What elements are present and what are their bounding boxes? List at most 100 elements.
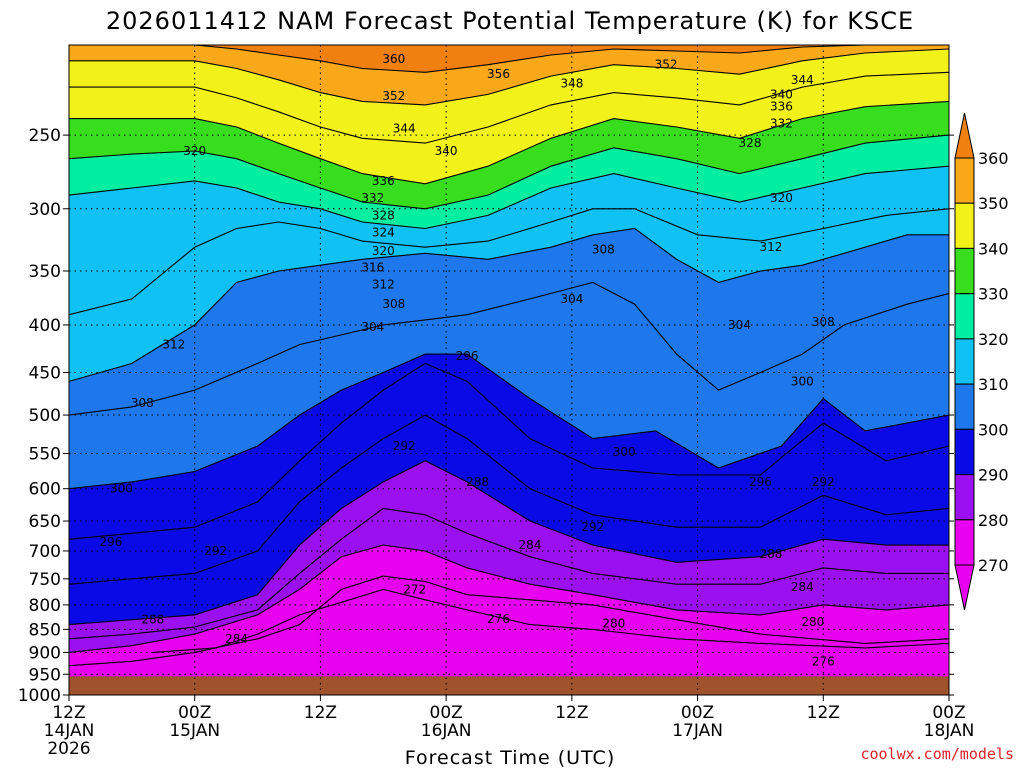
y-tick-label: 800	[29, 596, 61, 616]
y-tick-label: 700	[29, 542, 61, 562]
contour-label: 280	[602, 617, 625, 631]
colorbar: 270 280 290 300 310 320 330 340 350 360	[954, 112, 1009, 611]
x-tick-label: 18JAN	[924, 721, 975, 741]
y-tick-label: 400	[29, 316, 61, 336]
colorbar-segment	[954, 293, 975, 340]
x-tick-label: 00Z	[430, 703, 463, 723]
x-tick-label: 2026	[47, 739, 90, 759]
colorbar-tick-label: 350	[978, 194, 1009, 213]
colorbar-segment	[954, 338, 975, 385]
y-tick-label: 450	[29, 364, 61, 384]
contour-label: 312	[162, 338, 185, 352]
x-tick-label: 15JAN	[169, 721, 220, 741]
y-tick-label: 750	[29, 570, 61, 590]
colorbar-arrow-bottom	[954, 564, 975, 611]
isentrope-lines	[69, 45, 949, 667]
colorbar-segment	[954, 157, 975, 204]
y-tick-label: 900	[29, 643, 61, 663]
contour-label: 328	[372, 208, 395, 222]
ground-fill	[69, 676, 949, 695]
contour-label: 312	[372, 278, 395, 292]
y-tick-label: 500	[29, 406, 61, 426]
isentrope-276	[69, 575, 949, 667]
colorbar-segment	[954, 383, 975, 430]
colorbar-tick-label: 330	[978, 285, 1009, 304]
contour-label: 320	[372, 244, 395, 258]
contour-label: 284	[519, 538, 542, 552]
contour-label: 292	[393, 439, 416, 453]
temperature-bands	[69, 45, 949, 695]
contour-label: 284	[791, 580, 814, 594]
isentrope-304	[69, 281, 949, 416]
contour-label: 300	[613, 445, 636, 459]
contour-label: 312	[759, 240, 782, 254]
isentrope-288	[69, 460, 949, 626]
y-tick-label: 850	[29, 620, 61, 640]
contour-label: 340	[770, 87, 793, 101]
y-tick-label: 250	[29, 126, 61, 146]
contour-label: 336	[372, 174, 395, 188]
contour-label: 360	[382, 52, 405, 66]
colorbar-tick-label: 280	[978, 511, 1009, 530]
x-tick-label: 00Z	[178, 703, 211, 723]
contour-label: 296	[456, 349, 479, 363]
colorbar-segment	[954, 247, 975, 295]
credit-link[interactable]: coolwx.com/models	[860, 745, 1014, 763]
contour-label: 332	[770, 117, 793, 131]
contour-label: 328	[739, 136, 762, 150]
x-tick-label: 12Z	[555, 703, 588, 723]
contour-label: 296	[749, 475, 772, 489]
contour-label: 308	[382, 297, 405, 311]
x-axis-label: Forecast Time (UTC)	[405, 747, 615, 768]
colorbar-segment	[954, 202, 975, 249]
contour-label: 308	[131, 396, 154, 410]
contour-label: 300	[791, 374, 814, 388]
colorbar-tick-label: 360	[978, 149, 1009, 168]
isentrope-352	[69, 48, 949, 106]
isentrope-272	[152, 588, 949, 653]
y-tick-label: 350	[29, 262, 61, 282]
colorbar-tick-label: 320	[978, 330, 1009, 349]
grid-lines	[69, 45, 949, 695]
colorbar-segment	[954, 519, 975, 566]
colorbar-tick-label: 340	[978, 239, 1009, 258]
contour-label: 352	[382, 89, 405, 103]
contour-label: 316	[361, 261, 384, 275]
contour-label: 276	[487, 612, 510, 626]
y-tick-label: 950	[29, 665, 61, 685]
y-tick-label: 600	[29, 480, 61, 500]
contour-label: 320	[770, 191, 793, 205]
x-tick-label: 12Z	[807, 703, 840, 723]
contour-label: 352	[655, 58, 678, 72]
contour-label: 288	[141, 613, 164, 627]
contour-label: 272	[403, 582, 426, 596]
contour-label: 300	[110, 482, 133, 496]
contour-label: 344	[393, 122, 416, 136]
colorbar-tick-label: 290	[978, 466, 1009, 485]
contour-label: 356	[487, 67, 510, 81]
contour-label: 304	[728, 318, 751, 332]
colorbar-tick-label: 270	[978, 556, 1009, 575]
y-tick-label: 300	[29, 200, 61, 220]
isentrope-360	[69, 45, 949, 73]
y-axis: 250 300 350 400 450 500 550 600 650 700 750 800 850 9…	[18, 126, 954, 706]
plot-area: 3603563523443483403523363323443283403203…	[69, 45, 949, 695]
isentrope-320	[69, 165, 949, 230]
x-tick-label: 12Z	[304, 703, 337, 723]
x-tick-label: 00Z	[681, 703, 714, 723]
contour-label: 280	[801, 615, 824, 629]
isentrope-300	[69, 353, 949, 490]
chart-title: 2026011412 NAM Forecast Potential Temper…	[106, 7, 914, 35]
colorbar-arrow-top	[954, 112, 975, 159]
isentrope-296	[69, 362, 949, 540]
x-tick-label: 00Z	[932, 703, 965, 723]
isentrope-328	[69, 134, 949, 210]
colorbar-tick-label: 310	[978, 375, 1009, 394]
colorbar-tick-label: 300	[978, 420, 1009, 439]
contour-label: 304	[361, 320, 384, 334]
isentrope-336	[69, 100, 949, 185]
x-tick-label: 17JAN	[672, 721, 723, 741]
contour-label: 324	[372, 225, 395, 239]
